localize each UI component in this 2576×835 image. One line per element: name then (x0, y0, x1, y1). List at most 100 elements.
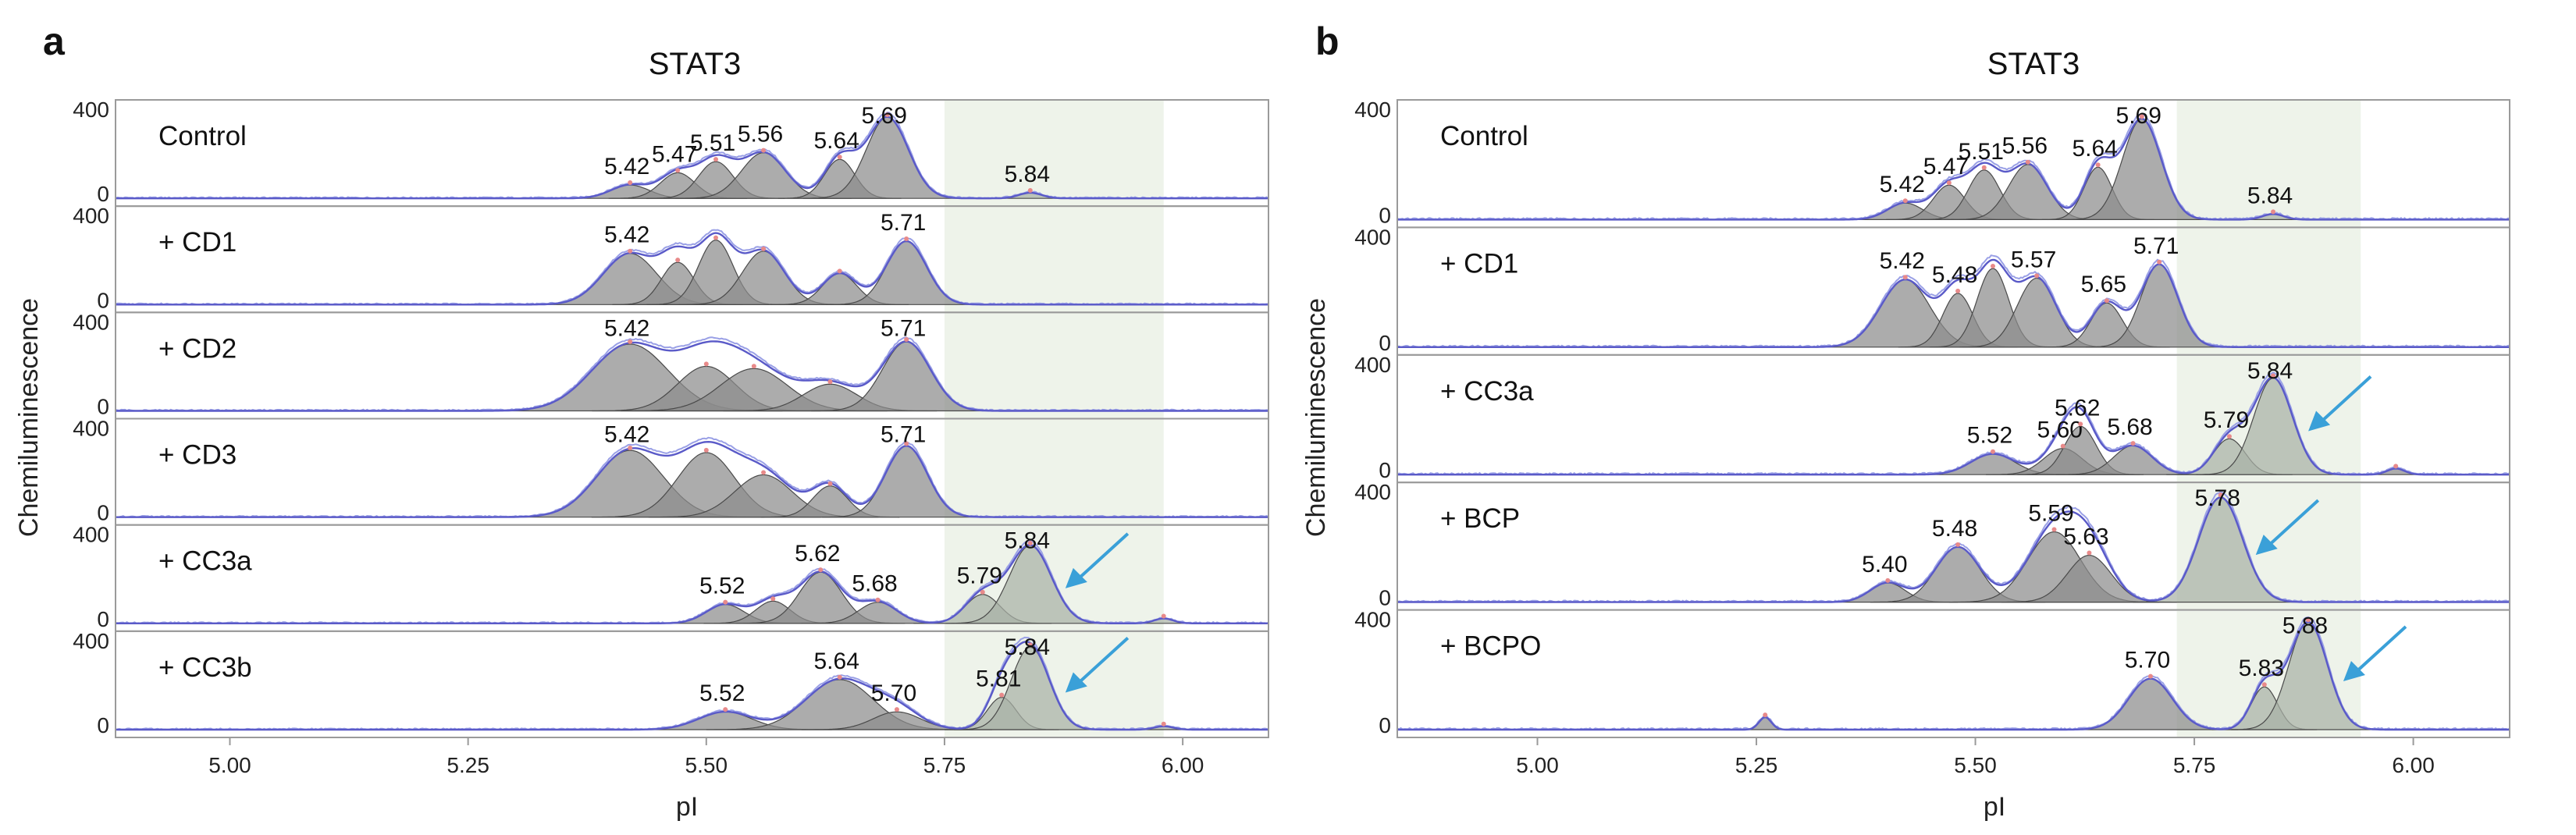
peak-marker (837, 268, 842, 274)
y-tick-400: 400 (73, 523, 109, 547)
x-tick-label: 5.50 (1954, 753, 1997, 777)
peak-marker (675, 258, 681, 263)
fit-trace (1397, 117, 2510, 221)
peak-marker (761, 147, 767, 153)
peak-marker (770, 596, 776, 602)
fit-trace (1397, 496, 2510, 603)
peak-label: 5.71 (881, 422, 926, 448)
arrow-line (1073, 532, 1130, 584)
panel-a: a STAT3 Chemiluminescence pI 4000Control… (14, 20, 1269, 822)
peak-label: 5.79 (2204, 407, 2249, 433)
y-tick-0: 0 (1379, 586, 1391, 610)
fit-trace (1397, 620, 2510, 731)
fit-trace (1397, 376, 2510, 476)
peak-label: 5.68 (2107, 414, 2152, 440)
panel-b-title: STAT3 (1987, 47, 2080, 81)
peak-marker (2130, 441, 2136, 446)
peak-label: 5.64 (814, 648, 859, 674)
peak-label: 5.65 (2081, 272, 2126, 297)
peak-marker (818, 567, 824, 573)
condition-label: Control (158, 121, 247, 151)
fit-trace (116, 543, 1268, 624)
condition-label: Control (1440, 121, 1528, 151)
peak-label: 5.47 (1923, 154, 1969, 179)
y-tick-400: 400 (1354, 608, 1391, 632)
peak-marker (980, 589, 985, 595)
condition-label: + CD1 (1440, 248, 1518, 279)
peak-marker (1946, 180, 1952, 186)
peak-marker (2139, 114, 2144, 119)
peak-marker (2218, 492, 2223, 498)
y-tick-0: 0 (1379, 713, 1391, 737)
fit-trace (116, 232, 1268, 306)
peak-marker (2147, 673, 2153, 679)
peak-marker (761, 470, 767, 475)
peak-marker (904, 441, 909, 446)
panel-letter-b: b (1315, 20, 1340, 63)
raw-trace (1397, 490, 2510, 603)
y-tick-0: 0 (1379, 203, 1391, 227)
peak-label: 5.84 (2247, 183, 2293, 208)
peak-marker (713, 235, 719, 240)
peak-marker (904, 337, 909, 343)
highlight-region (944, 207, 1164, 312)
condition-label: + BCPO (1440, 631, 1541, 662)
y-tick-400: 400 (1354, 98, 1391, 122)
peak-marker (1981, 165, 1987, 170)
peak-marker (1955, 542, 1961, 547)
peak-marker (1902, 198, 1908, 204)
peak-marker (1902, 275, 1908, 280)
peak-marker (1955, 288, 1961, 293)
peak-marker (2060, 443, 2065, 449)
arrow-head (2308, 410, 2331, 432)
peak-label: 5.62 (2055, 395, 2100, 421)
peak-marker (675, 168, 681, 173)
peak-marker (2271, 373, 2276, 378)
peak-marker (751, 364, 756, 369)
peak-marker (628, 248, 633, 254)
peak-marker (999, 692, 1005, 698)
fit-trace (116, 440, 1268, 518)
peak-marker (2078, 421, 2083, 427)
condition-label: + CD2 (158, 333, 237, 364)
peak-label: 5.42 (1880, 172, 1925, 197)
y-tick-400: 400 (1354, 480, 1391, 504)
y-tick-0: 0 (1379, 458, 1391, 482)
row-5: 400 0 + CC3b 5.52 5.64 5.70 5.81 5.84 (73, 629, 1269, 738)
peak-marker (628, 446, 633, 451)
y-tick-0: 0 (97, 501, 109, 525)
x-tick-label: 6.00 (1162, 753, 1204, 777)
panel-b: b STAT3 Chemiluminescence pI 4000Control… (1301, 20, 2510, 822)
x-tick-label: 5.25 (1735, 753, 1778, 777)
peak-marker (827, 379, 833, 385)
y-tick-400: 400 (73, 629, 109, 653)
peak-marker (904, 236, 909, 241)
peak-marker (1990, 264, 1995, 269)
peak-label: 5.48 (1932, 516, 1977, 542)
peak-label: 5.79 (957, 563, 1002, 589)
panel-letter-a: a (43, 20, 66, 63)
condition-label: + BCP (1440, 503, 1520, 534)
y-tick-0: 0 (97, 607, 109, 631)
peak-marker (723, 599, 728, 605)
peak-label: 5.71 (2133, 233, 2179, 259)
peak-label: 5.64 (2072, 136, 2117, 162)
y-tick-0: 0 (97, 395, 109, 419)
peak-marker (628, 339, 633, 344)
peak-label: 5.42 (604, 422, 649, 448)
peak-label: 5.84 (2247, 358, 2293, 384)
x-tick-label: 5.00 (1516, 753, 1559, 777)
peak-label: 5.71 (881, 210, 926, 236)
peak-label: 5.69 (2116, 103, 2161, 129)
peak-marker (2393, 464, 2399, 469)
peak-marker (1027, 188, 1033, 194)
x-tick-label: 5.25 (447, 753, 489, 777)
peak-marker (837, 674, 842, 680)
peak-marker (628, 180, 633, 186)
peak-label: 5.70 (871, 680, 916, 706)
row-frame (115, 630, 1269, 738)
peak-marker (1161, 613, 1166, 619)
fit-trace (116, 340, 1268, 412)
peak-label: 5.42 (604, 315, 649, 341)
